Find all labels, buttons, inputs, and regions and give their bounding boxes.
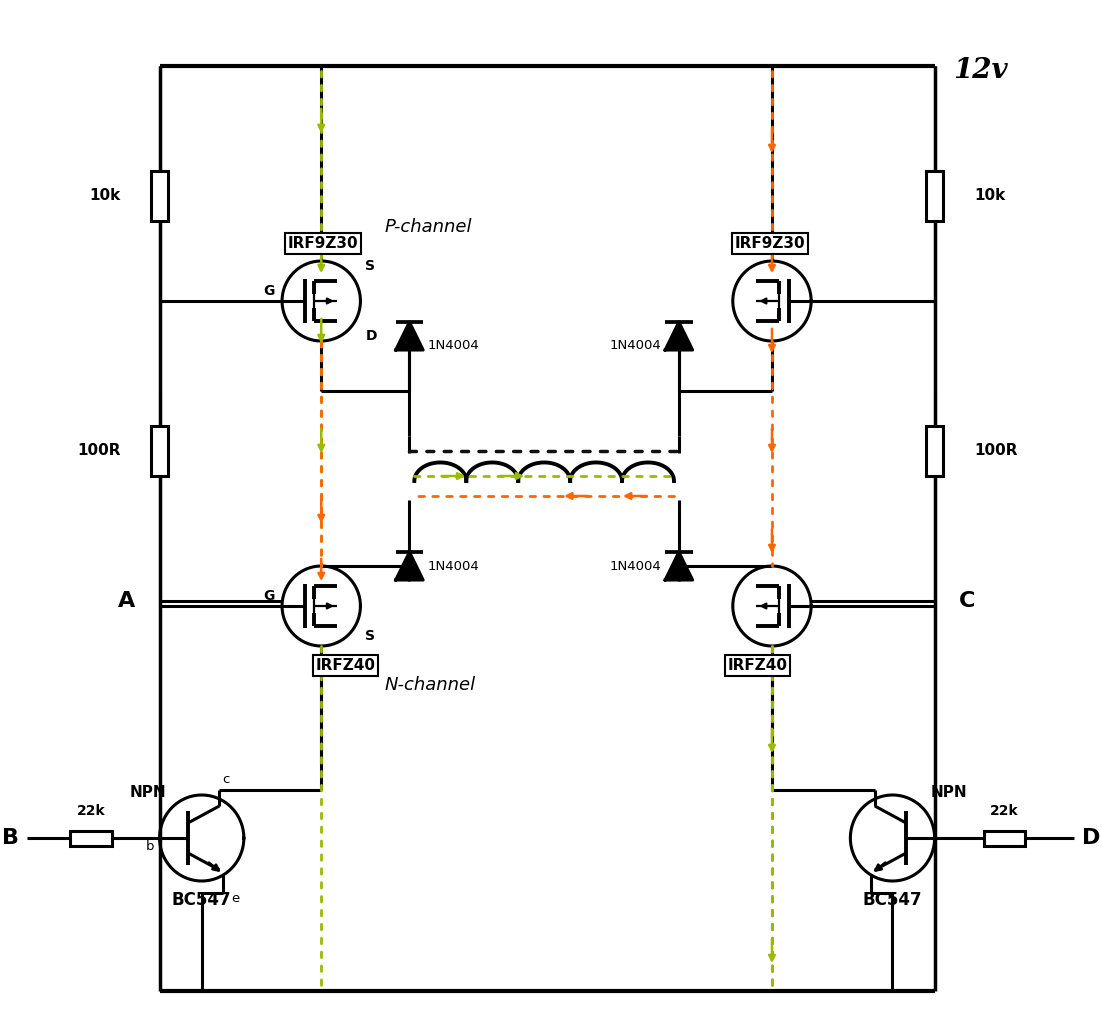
- Text: S: S: [366, 259, 375, 273]
- Text: D: D: [1081, 828, 1100, 849]
- Text: 10k: 10k: [973, 189, 1005, 203]
- Text: IRF9Z30: IRF9Z30: [734, 236, 805, 251]
- Polygon shape: [395, 552, 423, 580]
- Text: e: e: [231, 892, 239, 905]
- Text: 1N4004: 1N4004: [610, 559, 662, 573]
- Text: 1N4004: 1N4004: [610, 340, 662, 353]
- Bar: [926, 426, 942, 476]
- Text: 12v: 12v: [953, 57, 1007, 84]
- Text: 1N4004: 1N4004: [427, 340, 479, 353]
- Text: 22k: 22k: [990, 804, 1018, 818]
- Text: P-channel: P-channel: [385, 218, 472, 236]
- Bar: [151, 426, 168, 476]
- Polygon shape: [665, 322, 693, 350]
- Text: BC547: BC547: [172, 891, 231, 909]
- Text: 100R: 100R: [77, 443, 120, 459]
- Text: G: G: [263, 589, 274, 603]
- Text: IRFZ40: IRFZ40: [316, 658, 375, 673]
- Polygon shape: [395, 322, 423, 350]
- Text: 10k: 10k: [89, 189, 120, 203]
- Bar: [926, 171, 942, 221]
- Text: D: D: [366, 329, 377, 343]
- Text: B: B: [2, 828, 20, 849]
- Text: c: c: [222, 773, 230, 786]
- Text: C: C: [959, 591, 975, 611]
- Text: NPN: NPN: [130, 785, 166, 800]
- Bar: [70, 830, 111, 845]
- Text: b: b: [146, 839, 154, 853]
- Bar: [983, 830, 1025, 845]
- Text: A: A: [118, 591, 135, 611]
- Text: N-channel: N-channel: [385, 676, 476, 694]
- Text: BC547: BC547: [863, 891, 923, 909]
- Text: 100R: 100R: [973, 443, 1017, 459]
- Polygon shape: [665, 552, 693, 580]
- Text: IRF9Z30: IRF9Z30: [287, 236, 359, 251]
- Text: 22k: 22k: [77, 804, 106, 818]
- Text: NPN: NPN: [931, 785, 968, 800]
- Text: G: G: [263, 284, 274, 298]
- Text: S: S: [366, 629, 375, 643]
- Text: IRFZ40: IRFZ40: [728, 658, 787, 673]
- Bar: [151, 171, 168, 221]
- Text: 1N4004: 1N4004: [427, 559, 479, 573]
